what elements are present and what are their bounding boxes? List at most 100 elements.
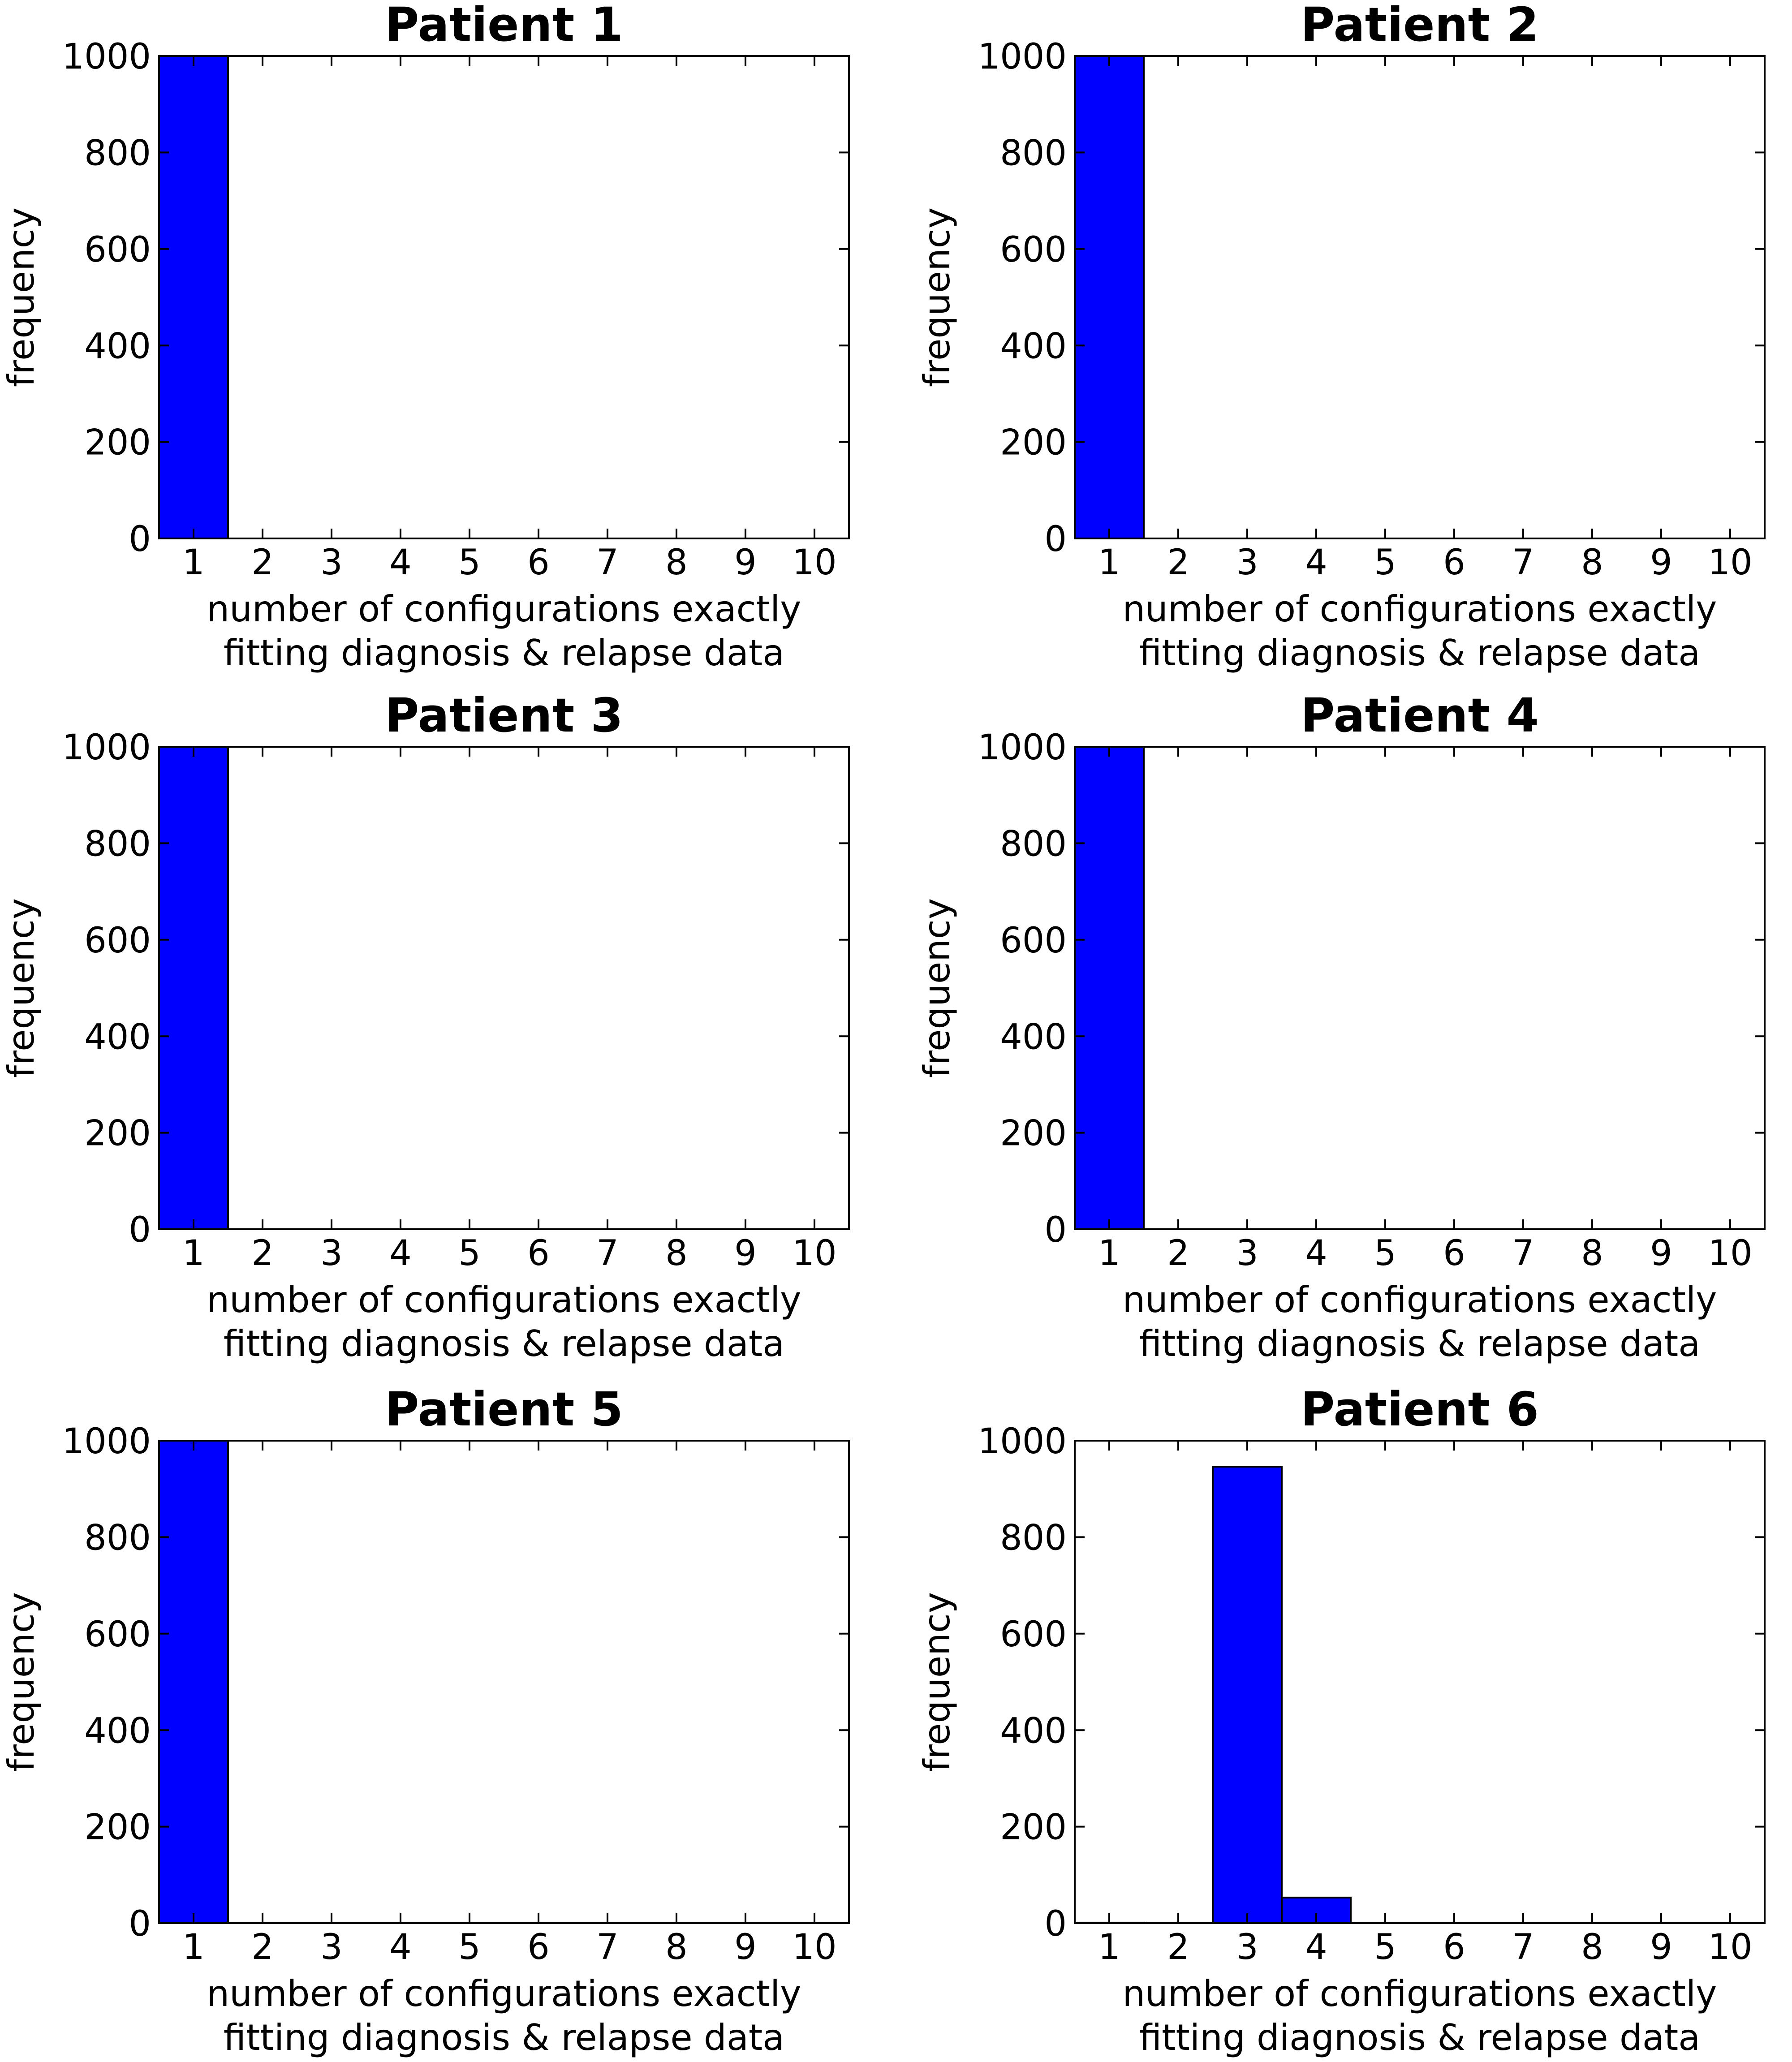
chart-6-xtick-label: 6 [1443,1927,1465,1967]
chart-6-xtick-label: 9 [1650,1927,1672,1967]
chart-3-ytick-label: 1000 [62,728,151,768]
chart-6-plot-frame [1074,1440,1766,1924]
chart-1-ytick-label: 0 [129,519,151,560]
chart-3-ytick-label: 200 [84,1114,151,1154]
chart-6-xtick-label: 4 [1305,1927,1327,1967]
chart-5-ytick-label: 600 [84,1614,151,1655]
chart-4-xtick-label: 5 [1374,1233,1396,1274]
chart-4-ytick-label: 800 [1000,824,1067,864]
chart-4-ytick-label: 200 [1000,1114,1067,1154]
chart-1-ytick-label: 1000 [62,37,151,77]
chart-6-xtick-label: 8 [1581,1927,1603,1967]
chart-2-ytick-label: 200 [1000,423,1067,463]
chart-3-bar-1 [158,746,229,1230]
chart-2-ytick-label: 400 [1000,326,1067,366]
chart-2-xtick-label: 1 [1098,542,1120,583]
chart-1-ytick-label: 600 [84,230,151,270]
chart-2-ylabel: frequency [916,207,958,387]
chart-2-xtick-label: 8 [1581,542,1603,583]
chart-5-plot-frame [158,1440,850,1924]
chart-1-xtick-label: 1 [182,542,205,583]
chart-1-ytick-label: 400 [84,326,151,366]
chart-2-xtick-label: 6 [1443,542,1465,583]
chart-3-xtick-label: 2 [251,1233,274,1274]
chart-2-xtick-label: 7 [1512,542,1534,583]
chart-5-ylabel: frequency [0,1592,42,1772]
chart-2-xtick-label: 3 [1236,542,1258,583]
chart-1-xtick-label: 8 [665,542,688,583]
chart-3: 0 200 400 600 800 1000 1 2 3 4 5 6 7 8 9 10 Patient 3 num… [0,688,850,1365]
chart-5-xtick-label: 7 [596,1927,619,1967]
chart-3-xtick-label: 1 [182,1233,205,1274]
chart-4-xtick-label: 1 [1098,1233,1120,1274]
chart-5-xtick-label: 4 [389,1927,412,1967]
chart-3-xtick-label: 10 [792,1233,836,1274]
chart-3-xtick-label: 7 [596,1233,619,1274]
chart-6-xlabel: number of configurations exactly fitting … [1122,1973,1717,2058]
chart-4-xtick-label: 3 [1236,1233,1258,1274]
chart-3-ylabel: frequency [0,898,42,1078]
chart-3-ytick-label: 600 [84,921,151,961]
chart-2: 0 200 400 600 800 1000 1 2 3 4 5 6 7 8 9 10 Patient 2 num… [916,0,1766,674]
chart-5-title: Patient 5 [385,1382,623,1437]
chart-2-ytick-label: 600 [1000,230,1067,270]
chart-2-xtick-label: 2 [1167,542,1189,583]
chart-3-ytick-label: 0 [129,1210,151,1250]
chart-3-xtick-label: 4 [389,1233,412,1274]
chart-2-ytick-label: 0 [1044,519,1067,560]
chart-5-bar-1 [158,1440,229,1924]
chart-4-plot-frame [1074,746,1766,1230]
chart-4-ytick-label: 1000 [978,728,1067,768]
chart-5-xtick-label: 1 [182,1927,205,1967]
chart-2-xtick-label: 9 [1650,542,1672,583]
chart-1-plot-frame [158,55,850,539]
chart-4-xtick-label: 9 [1650,1233,1672,1274]
chart-5-xtick-label: 2 [251,1927,274,1967]
chart-5-ytick-label: 1000 [62,1421,151,1462]
chart-1-xlabel: number of configurations exactly fitting … [207,588,801,674]
chart-1: 0 200 400 600 800 1000 1 2 3 4 5 6 7 8 9 10 Patient 1 num… [0,0,850,674]
chart-3-xtick-label: 5 [458,1233,481,1274]
chart-2-ytick-label: 1000 [978,37,1067,77]
chart-6-ylabel: frequency [916,1592,958,1772]
chart-1-xtick-label: 9 [734,542,757,583]
chart-5-xtick-label: 3 [320,1927,343,1967]
chart-6-xtick-label: 3 [1236,1927,1258,1967]
chart-4-ytick-label: 400 [1000,1017,1067,1057]
chart-4-ytick-label: 600 [1000,921,1067,961]
chart-1-xtick-label: 10 [792,542,836,583]
chart-1-xtick-label: 6 [527,542,550,583]
chart-4-xtick-label: 7 [1512,1233,1534,1274]
chart-6-ytick-label: 1000 [978,1421,1067,1462]
chart-2-bar-1 [1074,55,1145,539]
chart-3-title: Patient 3 [385,688,623,743]
chart-2-plot-frame [1074,55,1766,539]
chart-1-bar-1 [158,55,229,539]
chart-3-xlabel: number of configurations exactly fitting … [207,1279,801,1365]
chart-2-xtick-label: 10 [1708,542,1752,583]
chart-6-xtick-label: 7 [1512,1927,1534,1967]
chart-4-ylabel: frequency [916,898,958,1078]
chart-4-xtick-label: 8 [1581,1233,1603,1274]
chart-2-xtick-label: 5 [1374,542,1396,583]
chart-4-xtick-label: 10 [1708,1233,1752,1274]
chart-2-xlabel: number of configurations exactly fitting … [1122,588,1717,674]
chart-5-ytick-label: 0 [129,1904,151,1944]
chart-6-xtick-label: 2 [1167,1927,1189,1967]
chart-3-plot-frame [158,746,850,1230]
chart-4-xtick-label: 2 [1167,1233,1189,1274]
chart-5-ytick-label: 800 [84,1518,151,1558]
chart-2-title: Patient 2 [1301,0,1539,52]
chart-5: 0 200 400 600 800 1000 1 2 3 4 5 6 7 8 9 10 Patient 5 num… [0,1382,850,2058]
chart-1-xtick-label: 2 [251,542,274,583]
chart-1-xtick-label: 3 [320,542,343,583]
chart-4-bar-1 [1074,746,1145,1230]
chart-6-title: Patient 6 [1301,1382,1539,1437]
chart-6-xtick-label: 1 [1098,1927,1120,1967]
chart-6-ytick-label: 200 [1000,1808,1067,1848]
chart-6-ytick-label: 600 [1000,1614,1067,1655]
chart-1-ylabel: frequency [0,207,42,387]
chart-4-title: Patient 4 [1301,688,1539,743]
chart-3-xtick-label: 8 [665,1233,688,1274]
